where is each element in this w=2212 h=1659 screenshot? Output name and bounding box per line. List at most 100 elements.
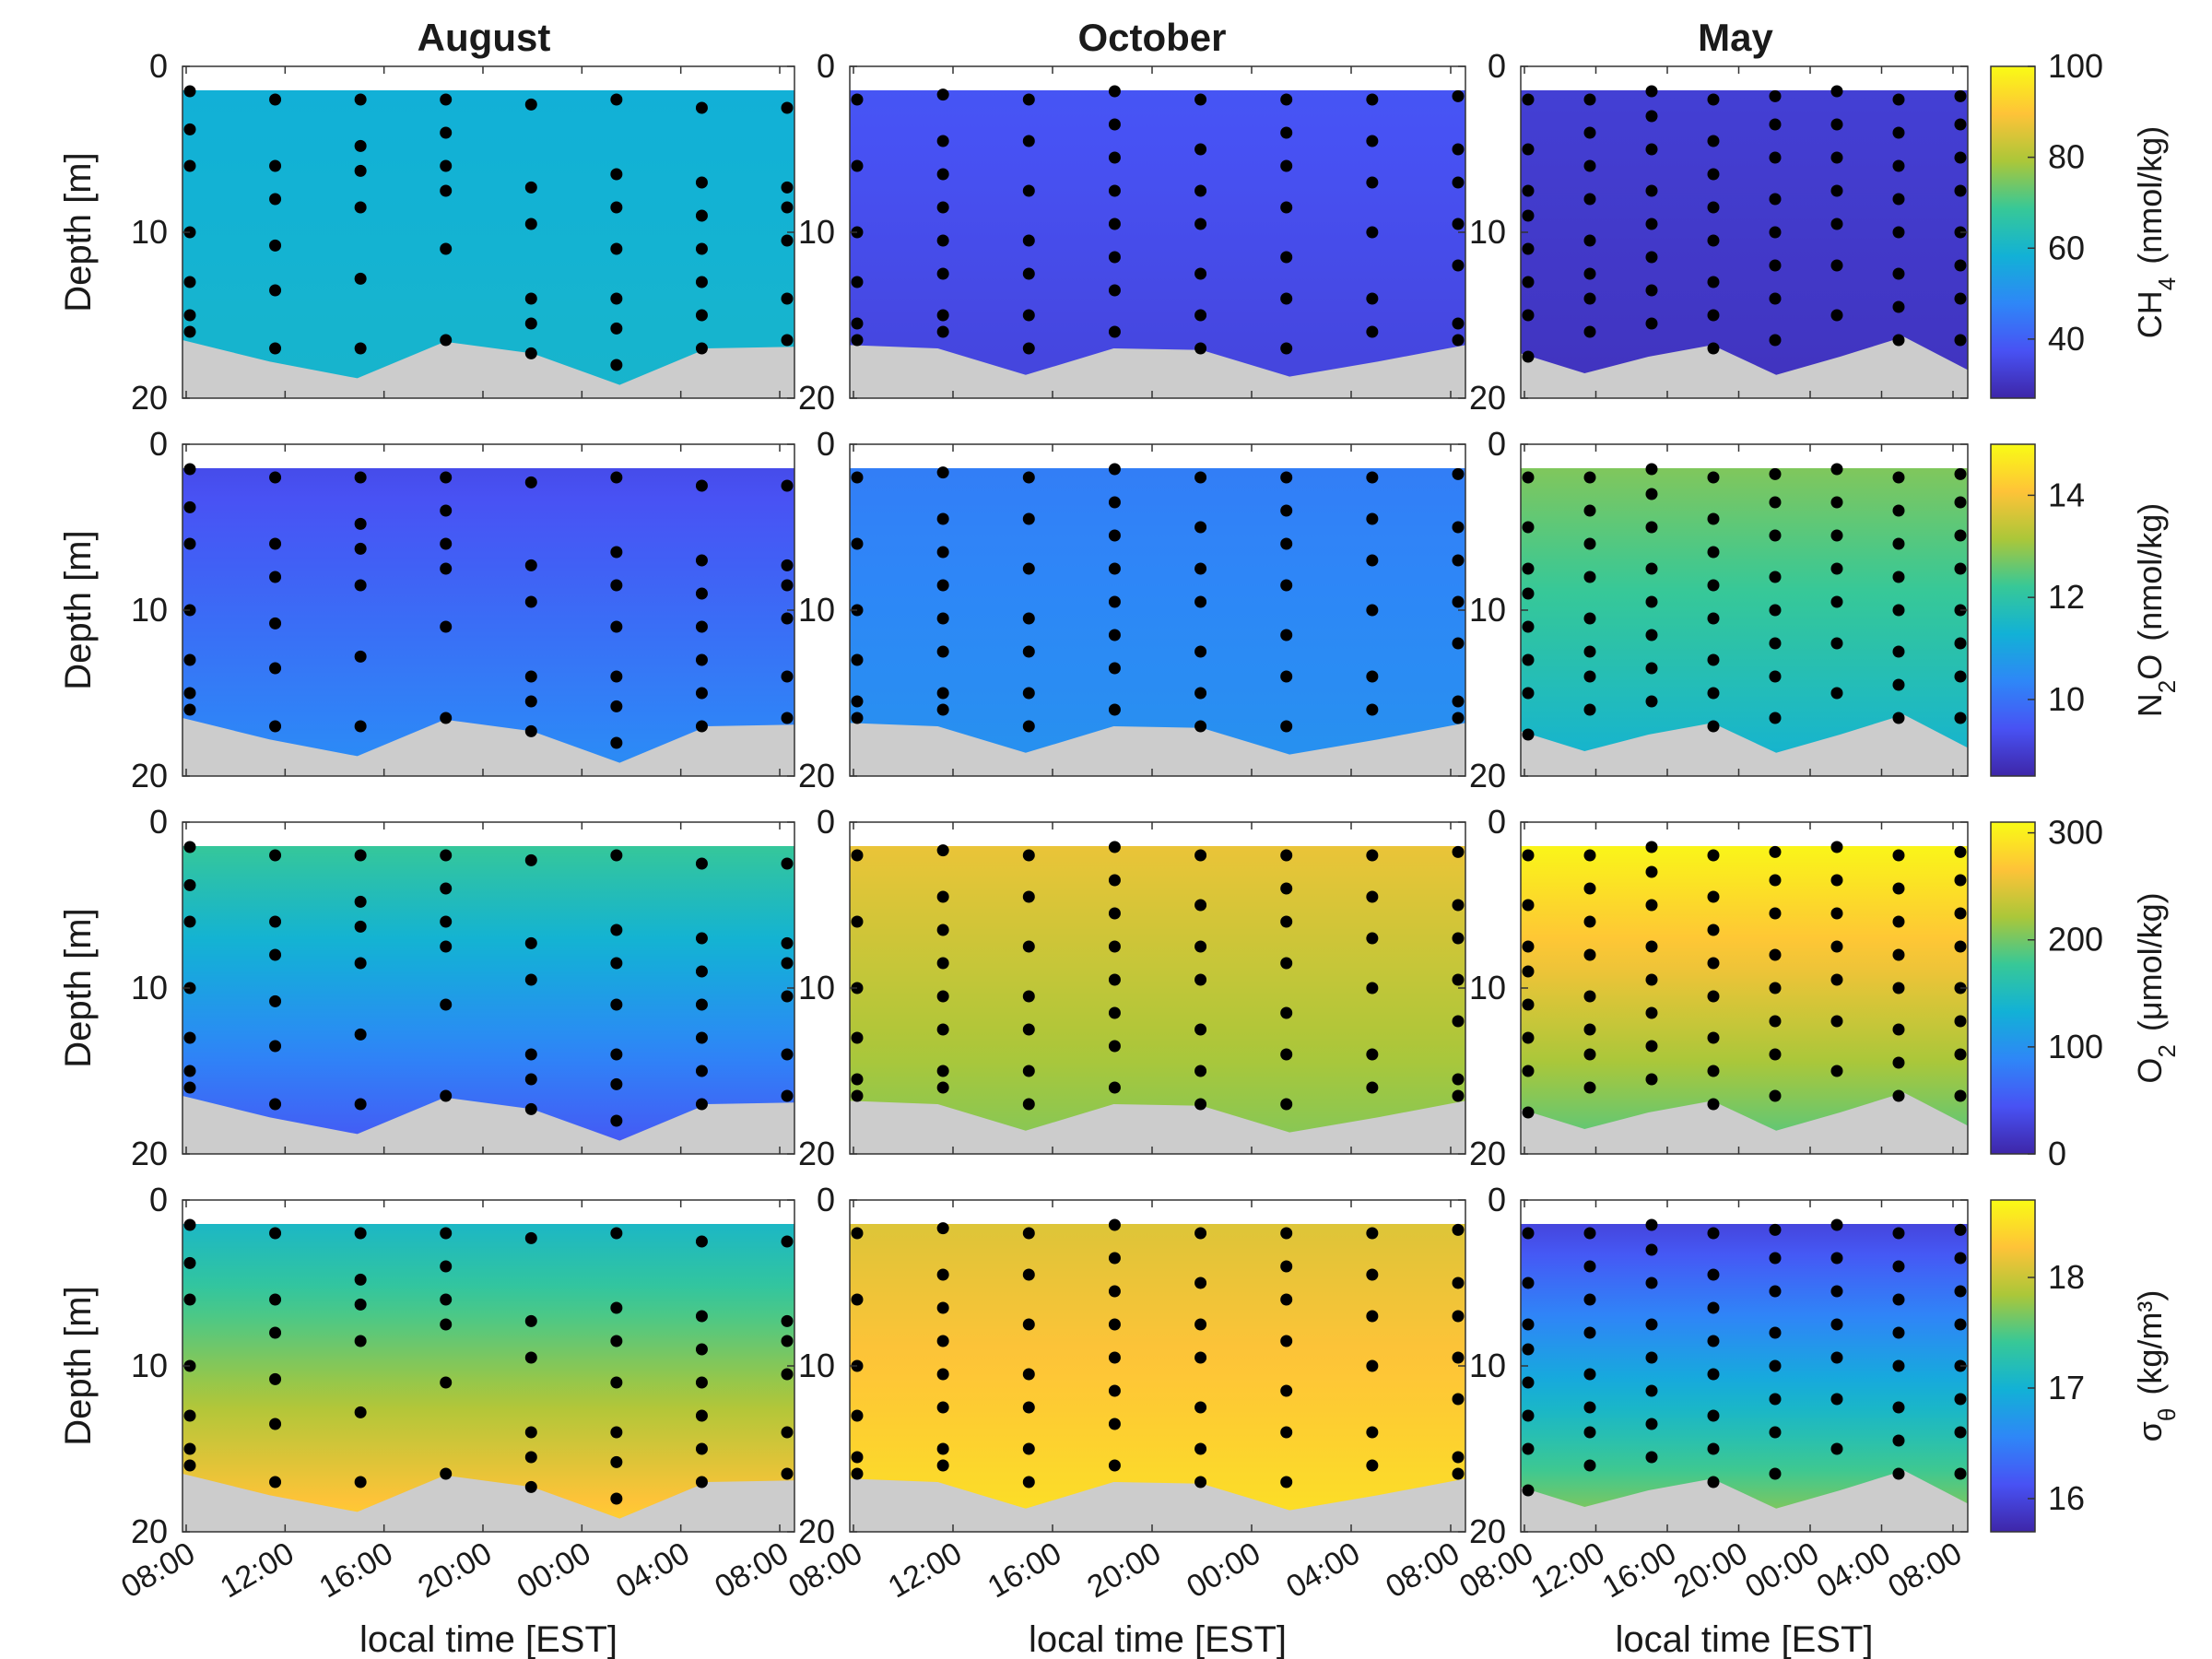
sample-point bbox=[1452, 1310, 1465, 1323]
sample-point bbox=[1707, 342, 1720, 355]
sample-point bbox=[1645, 1384, 1658, 1397]
sample-point bbox=[269, 1418, 282, 1430]
sample-point bbox=[695, 1343, 708, 1356]
sample-point bbox=[1194, 184, 1207, 197]
sample-point bbox=[1707, 1098, 1720, 1111]
sample-point bbox=[851, 915, 864, 928]
sample-point bbox=[1892, 93, 1905, 106]
sample-point bbox=[695, 1235, 708, 1248]
sample-point bbox=[1366, 849, 1379, 862]
sample-point bbox=[1280, 1426, 1293, 1439]
sample-point bbox=[269, 239, 282, 252]
time-tick-label: 20:00 bbox=[1668, 1535, 1754, 1605]
sample-point bbox=[851, 334, 864, 347]
sample-point bbox=[524, 853, 537, 866]
sample-point bbox=[1830, 841, 1843, 853]
sample-point bbox=[354, 93, 367, 106]
sample-point bbox=[1522, 653, 1535, 666]
sample-point bbox=[1707, 1335, 1720, 1347]
sample-point bbox=[1522, 1065, 1535, 1077]
sample-point bbox=[936, 1081, 949, 1094]
sample-point bbox=[695, 309, 708, 322]
sample-point bbox=[1954, 1252, 1967, 1265]
sample-point bbox=[1892, 126, 1905, 139]
sample-point bbox=[1522, 1106, 1535, 1119]
sample-point bbox=[1892, 915, 1905, 928]
sample-point bbox=[269, 720, 282, 733]
sample-point bbox=[1280, 670, 1293, 683]
sample-point bbox=[695, 242, 708, 255]
sample-point bbox=[851, 159, 864, 172]
time-tick-label: 00:00 bbox=[1181, 1535, 1266, 1605]
sample-point bbox=[1022, 512, 1035, 525]
sample-point bbox=[1707, 546, 1720, 559]
sample-point bbox=[1280, 1006, 1293, 1019]
sample-point bbox=[1707, 1368, 1720, 1381]
seafloor-shape bbox=[1521, 336, 1968, 398]
sample-point bbox=[1707, 1301, 1720, 1314]
sample-point bbox=[1522, 1442, 1535, 1455]
sample-point bbox=[269, 1372, 282, 1385]
sample-point bbox=[1280, 1260, 1293, 1273]
sample-point bbox=[1707, 1442, 1720, 1455]
sample-point bbox=[695, 965, 708, 978]
colorbar-label-units: (nmol/kg) bbox=[2131, 503, 2169, 641]
sample-point bbox=[1522, 1376, 1535, 1389]
sample-point bbox=[1954, 712, 1967, 724]
sample-point bbox=[1280, 720, 1293, 733]
sample-point bbox=[695, 1065, 708, 1077]
sample-point bbox=[1954, 1393, 1967, 1406]
sample-point bbox=[936, 1222, 949, 1235]
sample-point bbox=[1645, 562, 1658, 575]
sample-point bbox=[1280, 579, 1293, 592]
sample-point bbox=[1892, 334, 1905, 347]
sample-point bbox=[1194, 940, 1207, 953]
sample-point bbox=[610, 924, 623, 936]
sample-point bbox=[1366, 1310, 1379, 1323]
colorbar-label-main: O bbox=[2131, 1058, 2169, 1084]
sample-point bbox=[1707, 612, 1720, 625]
sample-point bbox=[1108, 496, 1121, 509]
sample-point bbox=[1522, 998, 1535, 1011]
sample-point bbox=[936, 135, 949, 147]
sample-point bbox=[1954, 1048, 1967, 1061]
panel-N2O-august: 0 10 20 bbox=[131, 425, 795, 794]
sample-point bbox=[1108, 874, 1121, 887]
sample-point bbox=[183, 915, 196, 928]
sample-point bbox=[695, 620, 708, 633]
sample-point bbox=[1954, 1223, 1967, 1236]
sample-point bbox=[1366, 1268, 1379, 1281]
sample-point bbox=[524, 1314, 537, 1327]
sample-point bbox=[1769, 1393, 1782, 1406]
colorbar-label: σθ (kg/m³) bbox=[2131, 1290, 2181, 1442]
depth-tick-label: 20 bbox=[131, 757, 168, 794]
sample-point bbox=[354, 164, 367, 177]
sample-point bbox=[1022, 471, 1035, 484]
sample-point bbox=[440, 1260, 453, 1273]
sample-point bbox=[183, 653, 196, 666]
sample-point bbox=[1769, 1359, 1782, 1372]
sample-point bbox=[1583, 948, 1596, 961]
depth-tick-label: 20 bbox=[798, 1135, 835, 1172]
sample-point bbox=[695, 653, 708, 666]
sample-point bbox=[440, 620, 453, 633]
sample-point bbox=[1452, 973, 1465, 986]
sample-point bbox=[524, 695, 537, 708]
sample-point bbox=[781, 670, 794, 683]
sample-point bbox=[1583, 193, 1596, 206]
sample-point bbox=[781, 1335, 794, 1347]
heatmap-field bbox=[182, 1224, 794, 1532]
seafloor-shape bbox=[1521, 714, 1968, 776]
sample-point bbox=[1522, 1343, 1535, 1356]
sample-point bbox=[1366, 135, 1379, 147]
sample-point bbox=[1280, 1384, 1293, 1397]
sample-point bbox=[1645, 1418, 1658, 1430]
time-tick-label: 00:00 bbox=[512, 1535, 597, 1605]
sample-point bbox=[1522, 521, 1535, 534]
sample-point bbox=[183, 1293, 196, 1306]
sample-point bbox=[1892, 645, 1905, 658]
sample-point bbox=[1892, 1401, 1905, 1414]
sample-point bbox=[1108, 595, 1121, 608]
sample-point bbox=[354, 272, 367, 285]
sample-point bbox=[851, 537, 864, 550]
